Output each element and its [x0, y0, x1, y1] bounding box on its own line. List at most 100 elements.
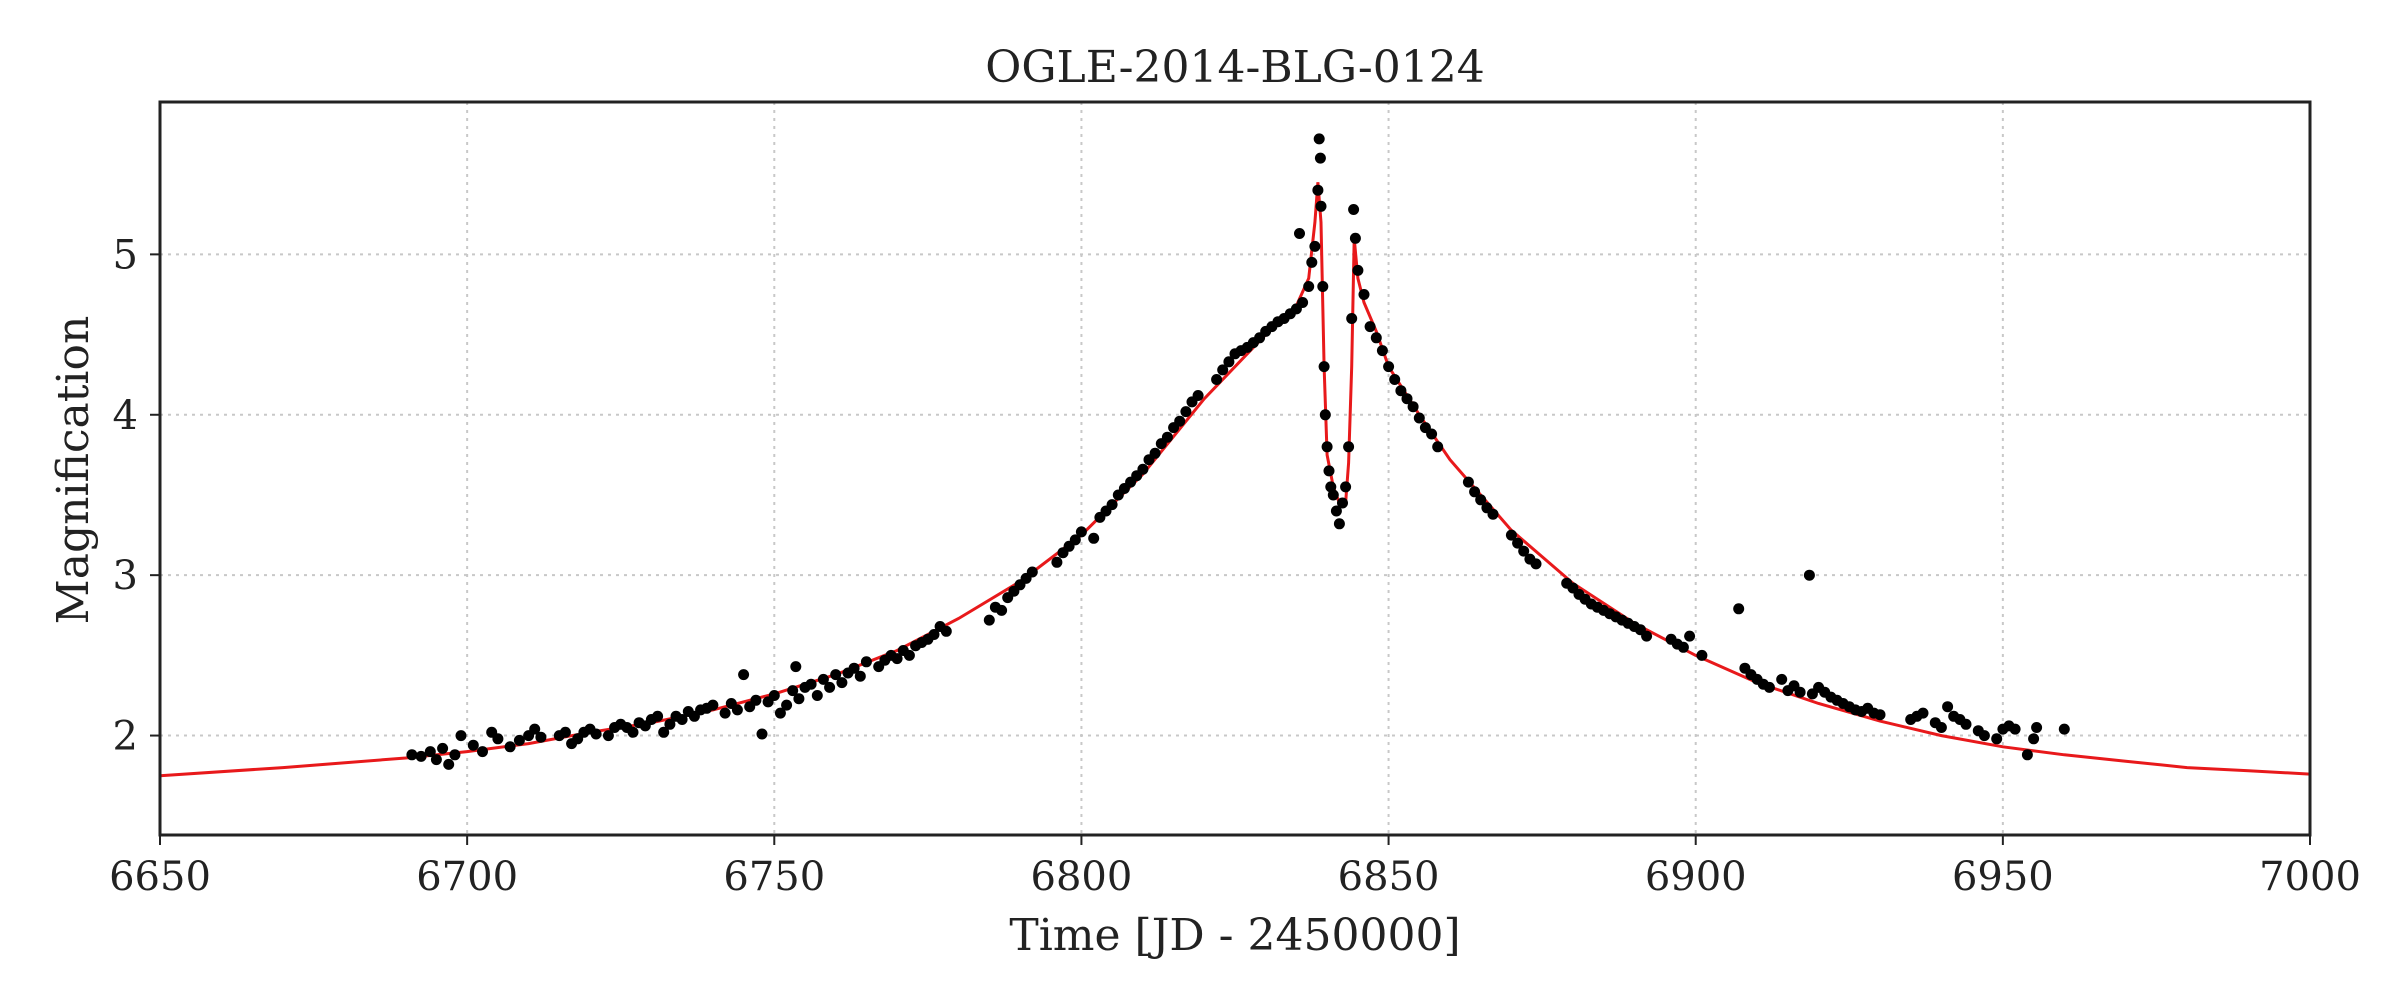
- data-point: [455, 730, 467, 742]
- x-tick-label-6650: 6650: [109, 854, 211, 900]
- data-point: [676, 714, 688, 725]
- data-point: [1343, 441, 1355, 453]
- data-point: [1337, 497, 1348, 509]
- data-point: [1432, 441, 1444, 453]
- y-axis-label: Magnification: [48, 316, 99, 625]
- data-point: [415, 750, 427, 762]
- data-point: [1211, 374, 1223, 385]
- data-point: [790, 661, 802, 673]
- data-point: [940, 625, 952, 637]
- data-point: [406, 749, 418, 761]
- data-point: [1370, 332, 1382, 344]
- data-point: [1874, 709, 1886, 721]
- data-point: [983, 614, 995, 626]
- data-point: [1223, 356, 1235, 368]
- data-point: [492, 733, 504, 745]
- data-point: [1733, 603, 1745, 615]
- y-tick-label-3: 3: [113, 553, 138, 599]
- data-point: [928, 629, 940, 640]
- x-tick-label-6750: 6750: [723, 854, 825, 900]
- data-point: [1776, 673, 1788, 685]
- data-point: [817, 673, 829, 685]
- chart-title: OGLE-2014-BLG-0124: [985, 42, 1484, 93]
- data-point: [1383, 361, 1395, 373]
- data-point: [996, 604, 1008, 616]
- data-point: [1960, 718, 1972, 730]
- data-point: [1349, 232, 1361, 244]
- data-point: [768, 690, 780, 701]
- y-tick-label-4: 4: [113, 393, 138, 439]
- data-point: [477, 746, 488, 758]
- data-point: [1333, 518, 1345, 530]
- data-point: [1677, 641, 1689, 653]
- data-point: [1352, 264, 1364, 276]
- data-point: [2009, 723, 2021, 735]
- data-point: [1763, 681, 1775, 693]
- data-point: [1401, 393, 1413, 405]
- data-point: [1917, 707, 1929, 719]
- data-point: [1313, 133, 1325, 145]
- data-point: [1512, 537, 1524, 549]
- data-point: [467, 739, 479, 751]
- data-point: [1306, 256, 1318, 268]
- x-tick-label-6700: 6700: [416, 854, 518, 900]
- data-point: [449, 749, 461, 761]
- data-point: [1389, 374, 1401, 385]
- data-point: [1364, 321, 1376, 333]
- data-point: [1106, 499, 1118, 511]
- data-point: [1314, 152, 1326, 164]
- data-point: [513, 734, 525, 746]
- data-point: [750, 694, 762, 706]
- data-point: [1174, 415, 1186, 427]
- data-point: [848, 662, 860, 674]
- y-tick-label-2: 2: [113, 714, 138, 760]
- data-point: [1407, 401, 1419, 413]
- data-point: [1794, 686, 1806, 698]
- model-curve: [160, 182, 2310, 778]
- data-point: [2028, 733, 2040, 745]
- data-point: [1315, 200, 1327, 212]
- y-axis: 2 3 4 5: [113, 232, 160, 760]
- data-point: [731, 704, 743, 716]
- data-point: [1358, 289, 1370, 300]
- data-point: [830, 669, 842, 681]
- data-point: [1469, 486, 1481, 498]
- data-point: [1684, 630, 1696, 642]
- data-point: [1348, 204, 1360, 215]
- data-point: [903, 649, 915, 661]
- data-point: [1294, 228, 1305, 239]
- data-point: [504, 741, 516, 753]
- data-point: [1505, 529, 1517, 541]
- x-tick-label-6900: 6900: [1645, 854, 1747, 900]
- data-point: [781, 699, 793, 711]
- data-point: [1297, 297, 1309, 308]
- data-point: [1149, 447, 1161, 459]
- data-point: [1323, 465, 1335, 477]
- x-axis: 6650 6700 6750 6800 6850 6900 6950 7000: [109, 835, 2361, 900]
- data-point: [1462, 476, 1474, 488]
- data-point: [2031, 722, 2043, 733]
- data-point: [559, 726, 571, 738]
- data-point: [2058, 723, 2070, 735]
- data-point: [2021, 749, 2033, 761]
- x-tick-label-7000: 7000: [2259, 854, 2361, 900]
- data-point: [1192, 390, 1204, 401]
- data-point: [590, 728, 602, 740]
- data-point: [854, 670, 866, 682]
- data-point: [811, 690, 823, 701]
- data-point: [658, 726, 670, 738]
- plot-frame: [158, 100, 2312, 837]
- data-points: [406, 133, 2070, 770]
- data-point: [860, 656, 872, 668]
- data-point: [1935, 722, 1947, 733]
- data-point: [652, 710, 664, 722]
- data-point: [738, 669, 750, 681]
- data-point: [1340, 481, 1352, 493]
- data-point: [756, 728, 768, 740]
- data-point: [1942, 701, 1954, 713]
- data-point: [1413, 412, 1425, 424]
- data-point: [1051, 556, 1063, 568]
- data-point: [1303, 281, 1315, 292]
- data-point: [805, 678, 817, 690]
- data-point: [1530, 558, 1542, 570]
